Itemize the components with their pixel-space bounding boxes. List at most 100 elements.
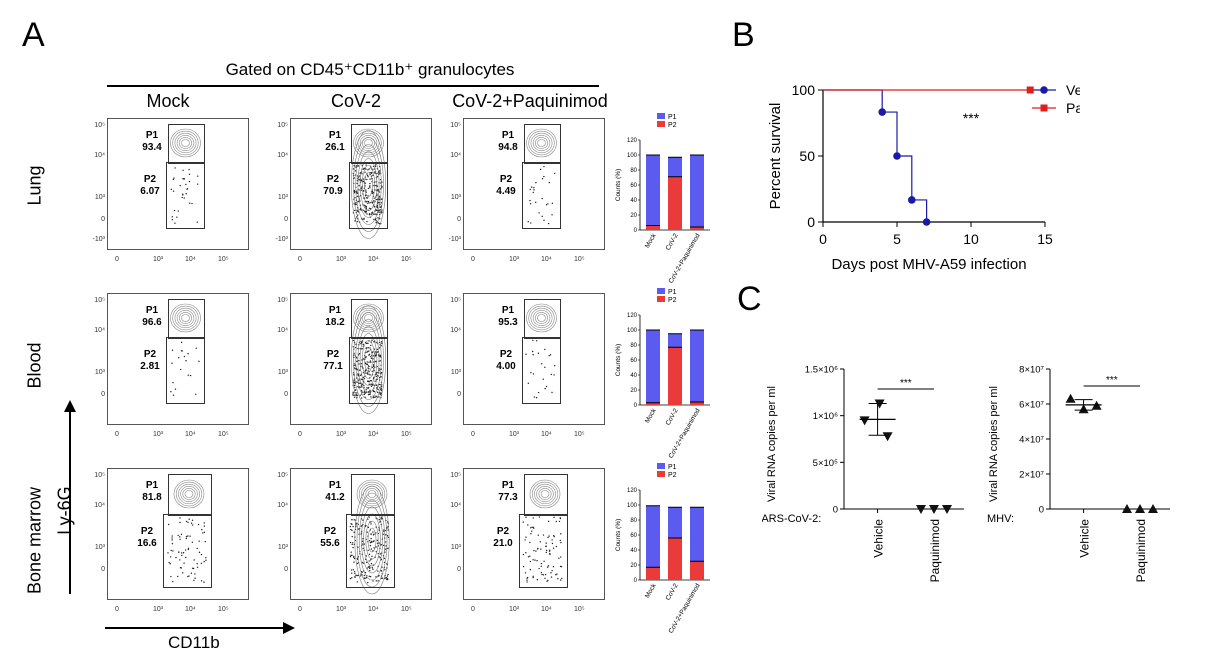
- event-dot: [365, 342, 368, 345]
- event-dot: [170, 549, 172, 552]
- event-dot: [197, 183, 199, 185]
- event-dot: [367, 342, 369, 345]
- event-dot: [372, 531, 374, 533]
- event-dot: [350, 554, 352, 556]
- event-dot: [368, 383, 370, 386]
- event-dot: [179, 536, 181, 538]
- legend-swatch-p1: [657, 113, 665, 119]
- event-dot: [195, 347, 197, 349]
- event-dot: [559, 539, 561, 542]
- event-dot: [369, 567, 371, 570]
- y-tick-label: 120: [627, 488, 638, 494]
- event-dot: [203, 531, 206, 534]
- y-tick-label: 1.5×10⁶: [805, 365, 838, 376]
- event-dot: [547, 536, 549, 539]
- event-dot: [366, 178, 368, 181]
- column-title-cov2: CoV-2: [330, 91, 382, 111]
- gate-name: P1: [145, 480, 159, 491]
- flow-y-tick: -10³: [275, 236, 288, 243]
- flow-x-tick: 10³: [336, 431, 347, 438]
- gate-name: P1: [328, 305, 342, 316]
- contour-line: [357, 132, 380, 154]
- event-dot: [367, 518, 369, 520]
- event-dot: [360, 362, 363, 365]
- event-dot: [384, 548, 386, 550]
- event-dot: [370, 357, 373, 360]
- event-dot: [522, 521, 524, 523]
- event-dot: [560, 579, 562, 581]
- legend-marker: [1040, 104, 1048, 112]
- event-dot: [382, 544, 385, 547]
- event-dot: [372, 534, 375, 536]
- y-tick-label: 40: [630, 198, 637, 204]
- p1-gate-label: P1 93.4: [138, 130, 166, 154]
- event-dot: [357, 546, 359, 548]
- event-dot: [354, 394, 356, 396]
- event-dot: [358, 363, 360, 365]
- event-dot: [381, 577, 383, 580]
- event-dot: [532, 373, 535, 375]
- flow-x-tick: 0: [471, 256, 475, 263]
- event-dot: [350, 551, 352, 553]
- event-dot: [526, 576, 529, 579]
- event-dot: [181, 196, 183, 199]
- event-dot: [381, 198, 383, 200]
- y-tick-label: 20: [630, 563, 637, 569]
- event-dot: [532, 354, 534, 356]
- flow-y-tick: 10⁴: [277, 502, 288, 509]
- y-tick-label: 20: [630, 388, 637, 394]
- contour-line: [365, 520, 379, 560]
- contour-line: [357, 326, 380, 393]
- event-dot: [375, 198, 378, 201]
- event-dot: [353, 384, 356, 387]
- event-dot: [540, 548, 542, 550]
- event-dot: [180, 368, 182, 371]
- event-dot: [196, 566, 199, 568]
- event-dot: [174, 167, 176, 169]
- legend-swatch-p1: [657, 463, 665, 469]
- event-dot: [374, 213, 376, 215]
- significance-label: ***: [900, 378, 912, 389]
- event-dot: [358, 179, 361, 181]
- column-title-cov2-paquinimod: CoV-2+Paquinimod: [452, 91, 608, 111]
- contour-line: [357, 307, 380, 329]
- gate-percent: 26.1: [325, 142, 345, 153]
- data-point-vehicle: [882, 432, 893, 442]
- event-dot: [371, 566, 373, 569]
- event-dot: [180, 341, 183, 344]
- event-dot: [535, 181, 537, 184]
- event-dot: [536, 548, 539, 550]
- event-dot: [355, 165, 358, 167]
- event-dot: [365, 389, 367, 391]
- flow-y-tick: 10³: [450, 369, 461, 376]
- y-tick-label: 1×10⁶: [813, 411, 838, 422]
- event-dot: [362, 178, 365, 180]
- event-dot: [171, 539, 173, 541]
- bar-p2: [646, 402, 660, 405]
- x-tick-label: Mock: [644, 582, 658, 600]
- event-dot: [351, 577, 353, 579]
- row-label-bone-marrow: Bone marrow: [24, 486, 45, 595]
- x-tick-label: Paquinimod: [928, 519, 942, 582]
- y-tick-label: 0: [634, 228, 638, 234]
- event-dot: [200, 553, 203, 556]
- event-dot: [350, 528, 352, 531]
- event-dot: [366, 220, 368, 223]
- event-dot: [188, 575, 190, 577]
- flow-y-tick: 0: [284, 216, 288, 223]
- event-dot: [365, 555, 368, 557]
- event-dot: [549, 552, 551, 555]
- event-dot: [524, 572, 527, 574]
- y-tick-label: 2×10⁷: [1019, 470, 1044, 481]
- event-dot: [354, 572, 356, 575]
- event-dot: [184, 549, 187, 551]
- contour-line: [356, 479, 388, 509]
- flow-y-tick: 10⁵: [94, 122, 105, 129]
- event-dot: [359, 374, 362, 377]
- event-dot: [377, 580, 379, 582]
- p1-gate-label: P1 26.1: [321, 130, 349, 154]
- event-dot: [358, 380, 360, 382]
- event-dot: [365, 347, 367, 349]
- y-tick-label: 5×10⁵: [813, 458, 838, 469]
- event-dot: [352, 525, 354, 528]
